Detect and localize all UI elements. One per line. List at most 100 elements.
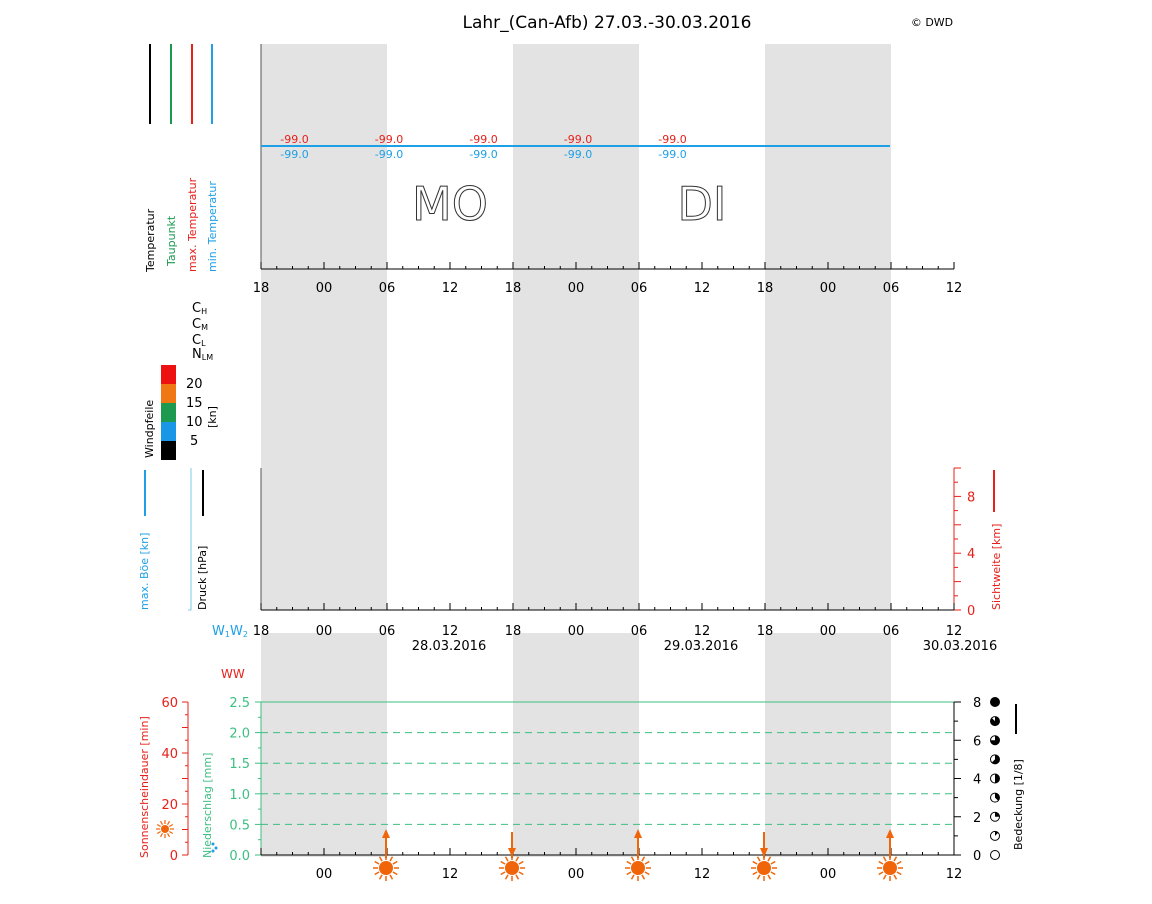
sunrise-arrowhead <box>886 829 894 838</box>
bottom-axis-tick-label: 12 <box>442 867 459 882</box>
sun-ray <box>630 856 635 862</box>
sun-ray <box>882 874 887 880</box>
okta-fill <box>990 716 1000 726</box>
sun-ray <box>767 874 772 880</box>
sun-ray <box>882 856 887 862</box>
night-band-mid-1 <box>513 269 639 480</box>
sun-ray <box>515 874 520 880</box>
sun-ray <box>392 871 398 876</box>
sun-ray <box>626 860 632 865</box>
cloud-cl-label: CL <box>192 333 206 348</box>
cloud-cover-tick-label: 0 <box>973 849 981 864</box>
pressure-bracket <box>188 468 192 611</box>
precip-tick-label: 0.0 <box>229 849 250 864</box>
mid-time-axis: 18 00 06 12 18 00 06 12 18 00 06 12 <box>253 603 963 639</box>
sun-ray <box>626 871 632 876</box>
date-label: 28.03.2016 <box>412 639 486 654</box>
night-band-low-2 <box>765 468 891 610</box>
precip-tick-label: 2.5 <box>229 696 250 711</box>
cloud-cover-tick-label: 4 <box>973 773 981 788</box>
okta-fill <box>995 793 1000 801</box>
okta-symbol <box>990 850 1000 860</box>
sun-ray <box>641 874 646 880</box>
axis-tick-label: 00 <box>820 281 837 296</box>
min-temp-value: -99.0 <box>658 148 686 161</box>
date-labels: 28.03.2016 29.03.2016 30.03.2016 <box>412 639 997 654</box>
precip-tick-label: 0.5 <box>229 818 250 833</box>
rain-legend-icon <box>211 842 218 853</box>
min-temp-value: -99.0 <box>280 148 308 161</box>
sun-ray <box>878 871 884 876</box>
axis-tick-label: 18 <box>505 281 522 296</box>
sun-legend-icon <box>156 820 174 838</box>
sunrise-arrowhead <box>634 829 642 838</box>
axis-tick-label: 18 <box>253 624 270 639</box>
wind-level-10: 10 <box>186 415 203 430</box>
sun-legend-ray <box>159 833 164 838</box>
sun-legend-ray <box>159 820 164 825</box>
min-temp-value: -99.0 <box>469 148 497 161</box>
okta-fill <box>995 812 1000 817</box>
date-label: 30.03.2016 <box>923 639 997 654</box>
cloud-cover-label: Bedeckung [1/8] <box>1012 759 1025 850</box>
night-bands <box>261 44 891 857</box>
sun-ray <box>644 860 650 865</box>
max-temp-value: -99.0 <box>564 133 592 146</box>
night-band-mid-0 <box>261 269 387 480</box>
axis-tick-label: 12 <box>442 281 459 296</box>
copyright: © DWD <box>911 16 953 29</box>
temp-time-axis: 18 00 06 12 18 00 06 12 18 00 06 12 <box>253 262 963 296</box>
bottom-axis-tick-label: 12 <box>946 867 963 882</box>
sunset-icon <box>505 861 519 875</box>
okta-fill <box>991 754 1000 764</box>
visibility-ticks: 0 4 8 <box>954 467 975 619</box>
cloud-legend: CH CM CL NLM <box>192 301 213 362</box>
visibility-label: Sichtweite [km] <box>990 524 1003 610</box>
sun-ray <box>770 871 776 876</box>
sun-ray <box>374 860 380 865</box>
cloud-cover-tick-label: 2 <box>973 811 981 826</box>
sun-ray <box>767 856 772 862</box>
bottom-axis-tick-label: 12 <box>694 867 711 882</box>
sun-legend-ray <box>166 833 171 838</box>
max-temp-value: -99.0 <box>469 133 497 146</box>
sunset-arrowhead <box>508 848 516 857</box>
sun-ray <box>770 860 776 865</box>
sun-ray <box>641 856 646 862</box>
sunshine-tick-label: 60 <box>161 696 178 711</box>
night-band-bottom-2 <box>765 633 891 857</box>
axis-tick-label: 00 <box>568 624 585 639</box>
day-label-di: DI <box>678 177 727 231</box>
axis-tick-label: 18 <box>757 624 774 639</box>
axis-tick-label: 12 <box>442 624 459 639</box>
sun-ray <box>378 874 383 880</box>
bottom-panel: 0 20 40 60 0.0 0.5 1.0 1.5 2.0 2.5 0 2 4 6 8 00 12 00 12 00… <box>161 696 1000 882</box>
visibility-tick-label: 4 <box>967 547 975 562</box>
pressure-label: Druck [hPa] <box>196 546 209 610</box>
wind-level-20: 20 <box>186 377 203 392</box>
sun-legend-ray <box>169 823 174 828</box>
axis-tick-label: 18 <box>757 281 774 296</box>
axis-tick-label: 00 <box>316 281 333 296</box>
sun-ray <box>878 860 884 865</box>
sun-ray <box>504 874 509 880</box>
sun-legend-ray <box>169 830 174 835</box>
axis-tick-label: 12 <box>946 624 963 639</box>
sun-ray <box>374 871 380 876</box>
okta-fill <box>990 735 1000 745</box>
axis-tick-label: 06 <box>631 624 648 639</box>
sun-legend-ray <box>166 820 171 825</box>
cloud-ch-label: CH <box>192 301 207 316</box>
chart-title: Lahr_(Can-Afb) 27.03.-30.03.2016 <box>463 13 752 33</box>
axis-tick-label: 18 <box>505 624 522 639</box>
sunrise-icon <box>379 861 393 875</box>
axis-tick-label: 06 <box>883 624 900 639</box>
wind-swatch-0 <box>161 441 176 460</box>
axis-tick-label: 12 <box>946 281 963 296</box>
date-label: 29.03.2016 <box>664 639 738 654</box>
precip-tick-label: 2.0 <box>229 727 250 742</box>
night-band-bottom-1 <box>513 633 639 857</box>
gust-label: max. Böe [kn] <box>138 533 151 610</box>
